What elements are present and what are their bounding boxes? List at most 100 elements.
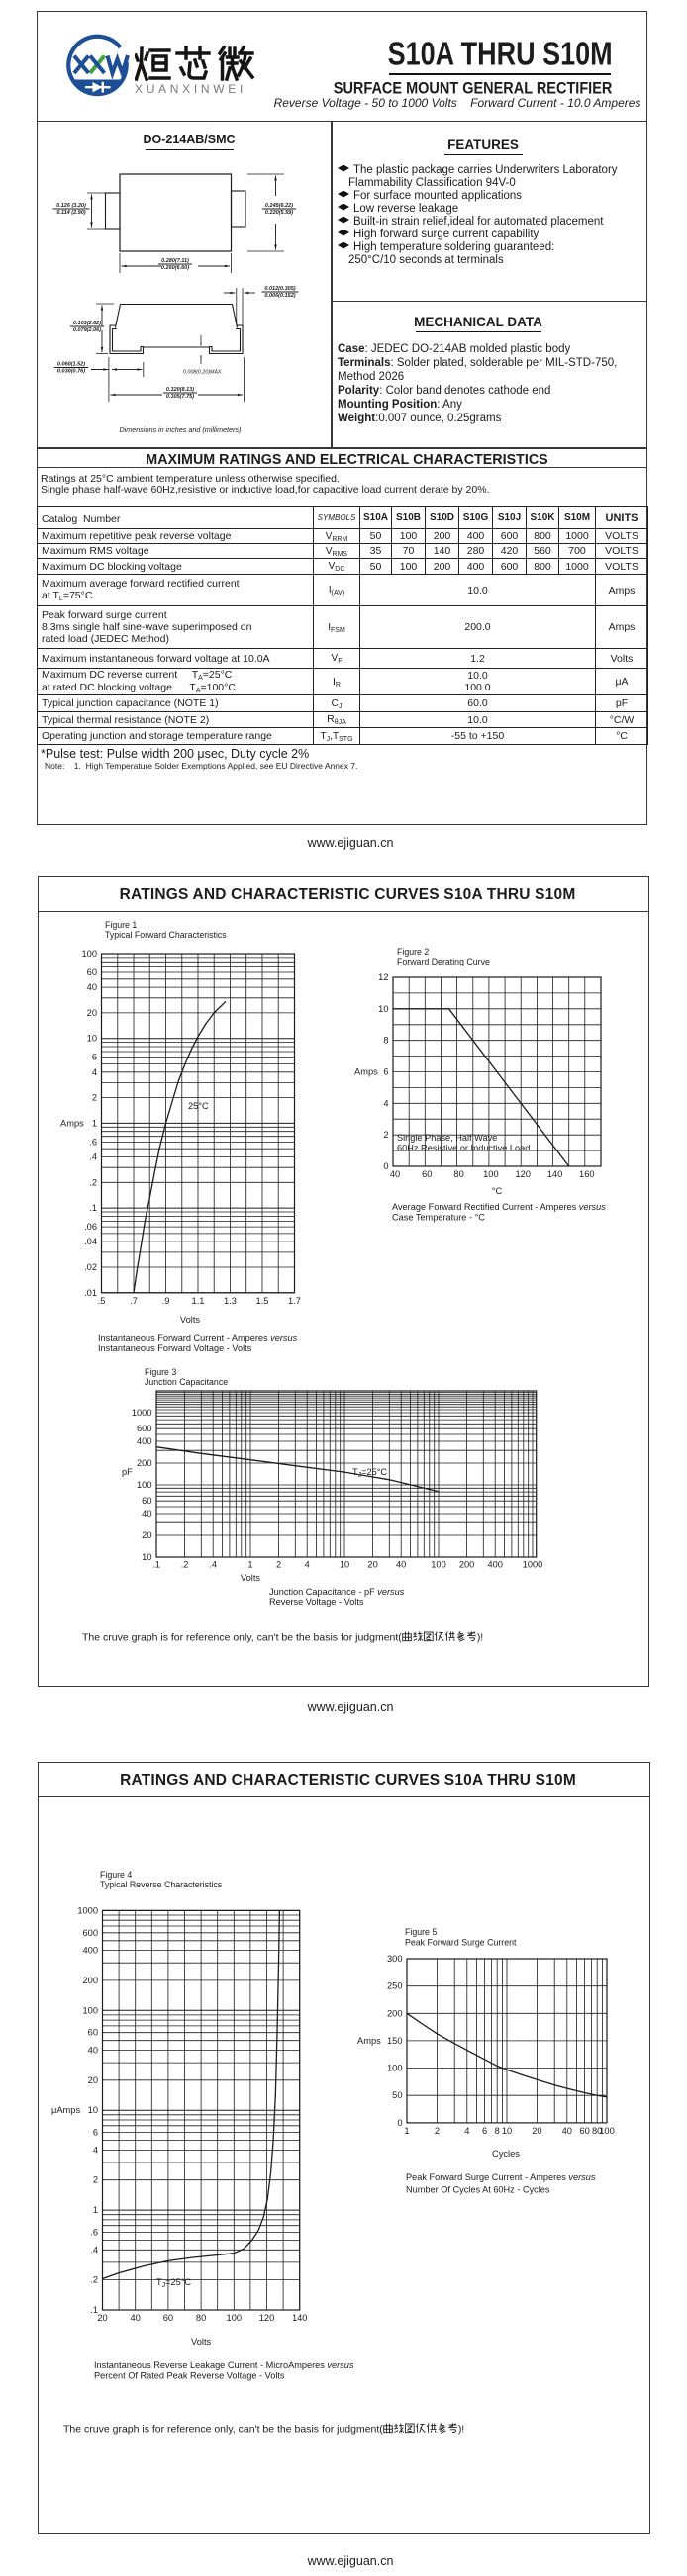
svg-text:40: 40 xyxy=(87,982,97,992)
svg-text:250: 250 xyxy=(387,1981,403,1991)
svg-text:60: 60 xyxy=(87,967,97,977)
svg-text:80: 80 xyxy=(592,2126,602,2136)
svg-text:Peak Forward Surge Current: Peak Forward Surge Current xyxy=(405,1938,517,1948)
svg-text:100: 100 xyxy=(137,1480,152,1490)
svg-text:2: 2 xyxy=(383,1130,388,1140)
svg-text:.4: .4 xyxy=(89,1152,97,1162)
svg-text:20: 20 xyxy=(87,1008,97,1018)
svg-text:1.3: 1.3 xyxy=(224,1296,237,1306)
svg-text:4: 4 xyxy=(305,1560,310,1570)
svg-text:10: 10 xyxy=(87,1034,97,1044)
svg-text:°C: °C xyxy=(492,1186,503,1196)
svg-text:.4: .4 xyxy=(209,1560,217,1570)
svg-text:.2: .2 xyxy=(90,2275,98,2285)
svg-text:100: 100 xyxy=(387,2064,403,2073)
svg-text:80: 80 xyxy=(453,1169,463,1179)
svg-text:.06: .06 xyxy=(84,1222,97,1232)
svg-text:4: 4 xyxy=(92,1067,97,1077)
svg-text:Amps: Amps xyxy=(357,2036,381,2046)
svg-text:.9: .9 xyxy=(162,1296,170,1306)
svg-text:160: 160 xyxy=(579,1169,595,1179)
svg-text:80: 80 xyxy=(196,2313,206,2323)
svg-text:20: 20 xyxy=(142,1530,151,1540)
svg-text:0.260(6.60): 0.260(6.60) xyxy=(161,265,189,271)
svg-text:.2: .2 xyxy=(89,1177,97,1187)
svg-text:TJ=25°C: TJ=25°C xyxy=(352,1467,387,1479)
svg-text:.1: .1 xyxy=(90,2305,98,2315)
svg-text:Junction Capacitance: Junction Capacitance xyxy=(145,1377,228,1387)
svg-text:120: 120 xyxy=(515,1169,531,1179)
svg-text:20: 20 xyxy=(97,2313,107,2323)
svg-text:1000: 1000 xyxy=(132,1408,152,1418)
svg-text:pF: pF xyxy=(122,1467,133,1477)
svg-text:Dimensions in inches and (mill: Dimensions in inches and (millimeters) xyxy=(119,425,241,434)
svg-text:0.245(6.22): 0.245(6.22) xyxy=(265,203,293,209)
svg-text:Junction Capacitance - pF vers: Junction Capacitance - pF versus xyxy=(269,1587,405,1597)
svg-text:.4: .4 xyxy=(90,2245,98,2254)
svg-text:6: 6 xyxy=(383,1067,388,1077)
svg-text:.7: .7 xyxy=(130,1296,138,1306)
svg-text:Instantaneous Forward Current: Instantaneous Forward Current - Amperes … xyxy=(98,1334,298,1343)
svg-text:600: 600 xyxy=(137,1424,152,1433)
svg-text:20: 20 xyxy=(532,2126,541,2136)
svg-text:10: 10 xyxy=(340,1560,349,1570)
svg-text:1000: 1000 xyxy=(77,1905,98,1915)
svg-text:Volts: Volts xyxy=(191,2337,212,2346)
svg-text:Figure 3: Figure 3 xyxy=(145,1367,176,1377)
svg-text:Number Of Cycles At 60Hz - Cyc: Number Of Cycles At 60Hz - Cycles xyxy=(406,2185,550,2195)
svg-text:150: 150 xyxy=(387,2036,403,2046)
svg-text:40: 40 xyxy=(396,1560,406,1570)
svg-text:Volts: Volts xyxy=(241,1573,261,1583)
svg-text:.1: .1 xyxy=(152,1560,160,1570)
svg-text:2: 2 xyxy=(276,1560,281,1570)
svg-text:2: 2 xyxy=(92,1093,97,1103)
svg-text:20: 20 xyxy=(367,1560,377,1570)
svg-text:Amps: Amps xyxy=(354,1067,378,1077)
svg-text:20: 20 xyxy=(88,2075,98,2085)
svg-text:40: 40 xyxy=(142,1509,151,1518)
svg-text:140: 140 xyxy=(547,1169,563,1179)
svg-text:0.280(7.11): 0.280(7.11) xyxy=(161,258,189,264)
svg-text:1: 1 xyxy=(404,2126,409,2136)
svg-text:Reverse Voltage - Volts: Reverse Voltage - Volts xyxy=(269,1597,364,1607)
svg-text:0.006(0.152): 0.006(0.152) xyxy=(264,293,295,299)
svg-text:10: 10 xyxy=(88,2105,98,2115)
svg-text:4: 4 xyxy=(93,2145,98,2155)
svg-text:4: 4 xyxy=(383,1098,388,1108)
svg-text:100: 100 xyxy=(599,2126,615,2136)
svg-text:Average Forward Rectified Curr: Average Forward Rectified Current - Ampe… xyxy=(392,1202,606,1212)
svg-text:.5: .5 xyxy=(98,1296,106,1306)
svg-text:140: 140 xyxy=(292,2313,308,2323)
svg-text:0.030(0.76): 0.030(0.76) xyxy=(57,369,85,375)
svg-text:0.060(1.52): 0.060(1.52) xyxy=(57,361,85,367)
svg-text:0: 0 xyxy=(383,1161,388,1171)
svg-text:1000: 1000 xyxy=(523,1560,543,1570)
svg-text:Figure 2: Figure 2 xyxy=(397,947,429,957)
svg-text:Typical Forward Characteristic: Typical Forward Characteristics xyxy=(105,930,227,940)
svg-text:60: 60 xyxy=(88,2028,98,2038)
svg-text:0.008(0.20)MAX.: 0.008(0.20)MAX. xyxy=(183,370,223,376)
svg-text:40: 40 xyxy=(88,2046,98,2056)
svg-text:0.320(8.13): 0.320(8.13) xyxy=(166,387,194,393)
svg-text:6: 6 xyxy=(482,2126,487,2136)
svg-text:Volts: Volts xyxy=(180,1315,201,1325)
svg-text:60: 60 xyxy=(422,1169,432,1179)
svg-text:Figure 5: Figure 5 xyxy=(405,1927,437,1937)
svg-text:50: 50 xyxy=(392,2090,402,2100)
svg-text:600: 600 xyxy=(82,1928,98,1938)
svg-text:μAmps: μAmps xyxy=(51,2105,80,2115)
svg-text:10: 10 xyxy=(378,1004,388,1014)
svg-text:60: 60 xyxy=(163,2313,173,2323)
svg-text:0.114 (2.90): 0.114 (2.90) xyxy=(56,210,85,216)
svg-text:6: 6 xyxy=(93,2128,98,2138)
svg-text:200: 200 xyxy=(459,1560,475,1570)
svg-text:Cycles: Cycles xyxy=(492,2149,520,2159)
svg-text:1.7: 1.7 xyxy=(288,1296,301,1306)
svg-text:0.220(5.59): 0.220(5.59) xyxy=(265,210,293,216)
svg-text:8: 8 xyxy=(383,1036,388,1046)
svg-text:Instantaneous Reverse Leakage: Instantaneous Reverse Leakage Current - … xyxy=(94,2360,354,2370)
svg-text:2: 2 xyxy=(93,2175,98,2185)
svg-text:200: 200 xyxy=(82,1976,98,1985)
svg-text:4: 4 xyxy=(464,2126,469,2136)
svg-text:0.012(0.305): 0.012(0.305) xyxy=(264,286,295,292)
